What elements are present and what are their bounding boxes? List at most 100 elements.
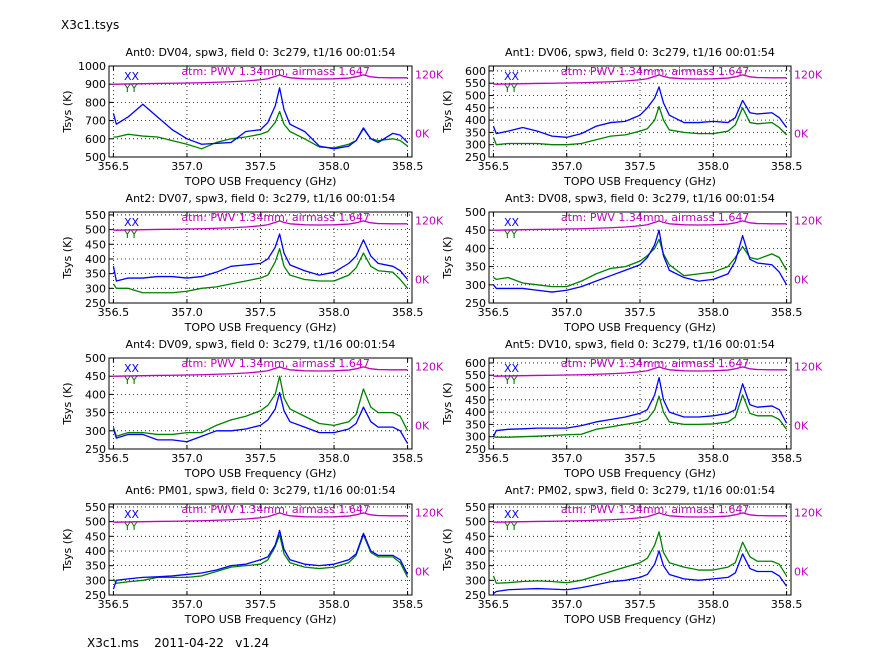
axes-frame (488, 357, 792, 450)
legend-yy: YY (123, 520, 138, 533)
atm-transmission-line (493, 74, 787, 85)
y-tick-label: 300 (85, 282, 106, 295)
y-axis-label: Tsys (K) (61, 382, 74, 425)
legend-xx: XX (504, 362, 520, 375)
legend-yy: YY (503, 82, 518, 95)
series-xx-line (112, 87, 409, 150)
subplot-ant3: Ant3: DV08, spw3, field 0: 3c279, t1/16 … (441, 192, 823, 334)
x-tick-label: 358.5 (771, 452, 803, 465)
y-tick-label: 250 (85, 297, 106, 310)
y-tick-label: 550 (465, 501, 486, 514)
x-tick-label: 357.0 (551, 598, 583, 611)
x-tick-label: 357.0 (551, 306, 583, 319)
subplot-title: Ant7: PM02, spw3, field 0: 3c279, t1/16 … (505, 484, 775, 497)
x-axis-label: TOPO USB Frequency (GHz) (184, 613, 337, 626)
legend-yy: YY (123, 228, 138, 241)
y-tick-label: 500 (465, 382, 486, 395)
x-tick-label: 357.5 (245, 452, 277, 465)
right-axis-label: 0K (794, 127, 809, 140)
atm-label: atm: PWV 1.34mm, airmass 1.647 (181, 357, 369, 370)
y-tick-label: 500 (465, 516, 486, 529)
y-tick-label: 350 (465, 126, 486, 139)
right-axis-label: 0K (415, 419, 430, 432)
y-tick-label: 400 (465, 242, 486, 255)
x-axis-label: TOPO USB Frequency (GHz) (184, 321, 337, 334)
atm-transmission-line (493, 512, 787, 523)
y-tick-label: 500 (85, 224, 106, 237)
x-tick-label: 358.5 (771, 598, 803, 611)
atm-label: atm: PWV 1.34mm, airmass 1.647 (561, 503, 749, 516)
x-tick-label: 358.0 (698, 598, 730, 611)
subplot-title: Ant6: PM01, spw3, field 0: 3c279, t1/16 … (125, 484, 395, 497)
y-tick-label: 700 (85, 115, 106, 128)
y-axis-label: Tsys (K) (61, 90, 74, 133)
x-tick-label: 356.5 (478, 160, 510, 173)
legend-yy: YY (123, 82, 138, 95)
atm-label: atm: PWV 1.34mm, airmass 1.647 (561, 211, 749, 224)
y-tick-label: 400 (465, 114, 486, 127)
legend-xx: XX (124, 508, 140, 521)
x-tick-label: 358.5 (392, 306, 424, 319)
x-axis-label: TOPO USB Frequency (GHz) (563, 613, 716, 626)
legend-yy: YY (123, 374, 138, 387)
y-tick-label: 250 (85, 443, 106, 456)
y-tick-label: 250 (465, 443, 486, 456)
series-yy-line (493, 238, 788, 288)
y-tick-label: 800 (85, 96, 106, 109)
y-tick-label: 450 (465, 530, 486, 543)
series-xx-line (492, 377, 788, 437)
x-tick-label: 357.5 (245, 160, 277, 173)
x-tick-label: 358.0 (318, 598, 350, 611)
x-axis-label: TOPO USB Frequency (GHz) (184, 467, 337, 480)
atm-transmission-line (493, 366, 787, 377)
footer-info: X3c1.ms 2011-04-22 v1.24 (87, 636, 270, 650)
y-tick-label: 450 (85, 370, 106, 383)
legend-yy: YY (503, 520, 518, 533)
atm-label: atm: PWV 1.34mm, airmass 1.647 (181, 503, 369, 516)
x-tick-label: 358.5 (771, 306, 803, 319)
subplot-ant7: Ant7: PM02, spw3, field 0: 3c279, t1/16 … (441, 484, 823, 626)
series-xx-line (112, 391, 409, 444)
subplot-title: Ant3: DV08, spw3, field 0: 3c279, t1/16 … (505, 192, 775, 205)
x-tick-label: 357.0 (171, 452, 203, 465)
y-tick-label: 400 (85, 545, 106, 558)
x-tick-label: 356.5 (478, 452, 510, 465)
atm-transmission-line (113, 74, 408, 85)
subplot-ant2: Ant2: DV07, spw3, field 0: 3c279, t1/16 … (61, 192, 444, 334)
subplot-ant4: Ant4: DV09, spw3, field 0: 3c279, t1/16 … (61, 338, 444, 480)
atm-transmission-line (113, 220, 408, 231)
right-axis-label: 120K (415, 360, 444, 373)
y-tick-label: 600 (85, 133, 106, 146)
y-tick-label: 300 (465, 139, 486, 152)
subplot-title: Ant5: DV10, spw3, field 0: 3c279, t1/16 … (505, 338, 775, 351)
y-tick-label: 300 (465, 431, 486, 444)
atm-label: atm: PWV 1.34mm, airmass 1.647 (561, 65, 749, 78)
y-tick-label: 500 (465, 90, 486, 103)
y-tick-label: 450 (465, 224, 486, 237)
y-tick-label: 300 (465, 574, 486, 587)
legend-xx: XX (124, 362, 140, 375)
right-axis-label: 120K (415, 214, 444, 227)
axes-frame (108, 357, 413, 450)
series-xx-line (492, 229, 788, 293)
y-tick-label: 550 (465, 77, 486, 90)
axes-frame (488, 65, 792, 158)
series-yy-line (112, 248, 409, 294)
y-tick-label: 500 (465, 206, 486, 219)
x-axis-label: TOPO USB Frequency (GHz) (563, 175, 716, 188)
y-tick-label: 250 (465, 151, 486, 164)
legend-yy: YY (503, 228, 518, 241)
y-tick-label: 900 (85, 78, 106, 91)
right-axis-label: 0K (415, 273, 430, 286)
y-tick-label: 450 (85, 238, 106, 251)
axes-frame (488, 503, 792, 596)
y-tick-label: 250 (85, 589, 106, 602)
y-tick-label: 450 (465, 102, 486, 115)
y-tick-label: 350 (85, 407, 106, 420)
x-tick-label: 357.0 (551, 452, 583, 465)
legend-xx: XX (504, 70, 520, 83)
right-axis-label: 0K (415, 127, 430, 140)
series-yy-line (112, 534, 409, 584)
x-axis-label: TOPO USB Frequency (GHz) (563, 321, 716, 334)
